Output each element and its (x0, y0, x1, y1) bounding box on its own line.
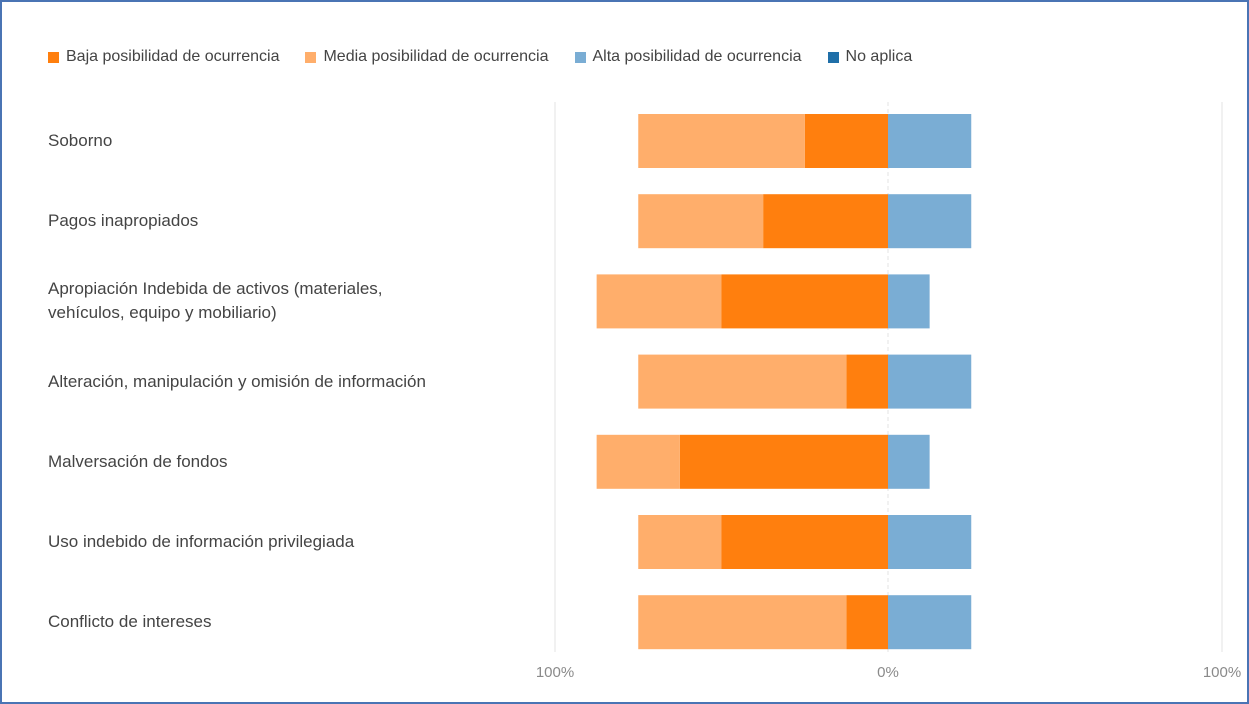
legend-item-baja[interactable]: Baja posibilidad de ocurrencia (48, 48, 279, 66)
x-axis-ticks: 100% 0% 100% (536, 664, 1241, 681)
bar-segment-baja-row-7[interactable] (846, 595, 889, 650)
category-label-pagos-inapropiados: Pagos inapropiados (48, 211, 199, 231)
bar-segment-media-row-3[interactable] (596, 274, 722, 329)
bar-segment-media-row-1[interactable] (638, 114, 805, 168)
bar-segment-media-row-6[interactable] (638, 515, 722, 569)
bar-segment-alta-row-6[interactable] (888, 515, 972, 569)
legend-label-no-aplica: No aplica (845, 48, 913, 65)
bar-segment-alta-row-7[interactable] (888, 595, 972, 650)
legend-swatch-baja (48, 51, 59, 63)
bar-segment-alta-row-3[interactable] (888, 274, 930, 329)
legend-label-media: Media posibilidad de ocurrencia (323, 48, 549, 65)
legend-item-alta[interactable]: Alta posibilidad de ocurrencia (574, 48, 802, 66)
bar-segment-media-row-5[interactable] (596, 434, 680, 489)
category-label-alteracion-informacion: Alteración, manipulación y omisión de in… (48, 371, 426, 391)
legend-label-baja: Baja posibilidad de ocurrencia (66, 48, 280, 65)
x-tick-label-center: 0% (877, 664, 899, 681)
category-label-uso-indebido: Uso indebido de información privilegiada (48, 532, 355, 551)
legend-swatch-media (305, 51, 317, 63)
x-tick-label-left: 100% (536, 664, 574, 681)
bar-segment-media-row-7[interactable] (638, 595, 847, 650)
bar-segment-baja-row-6[interactable] (721, 515, 889, 569)
bar-segment-baja-row-4[interactable] (846, 354, 889, 409)
legend-swatch-no-aplica (827, 51, 839, 63)
bar-segment-baja-row-1[interactable] (804, 114, 888, 168)
bar-segment-media-row-2[interactable] (638, 194, 764, 249)
x-tick-label-right: 100% (1203, 664, 1241, 681)
legend-swatch-alta (574, 51, 586, 63)
bar-segment-alta-row-4[interactable] (888, 354, 972, 409)
legend: Baja posibilidad de ocurrencia Media pos… (48, 45, 938, 69)
bar-segment-alta-row-1[interactable] (888, 114, 972, 168)
bar-segment-alta-row-5[interactable] (888, 434, 930, 489)
legend-label-alta: Alta posibilidad de ocurrencia (592, 48, 802, 65)
bar-segment-media-row-4[interactable] (638, 354, 847, 409)
bar-segment-baja-row-2[interactable] (763, 194, 889, 249)
bar-segment-baja-row-5[interactable] (679, 434, 889, 489)
category-label-conflicto-intereses: Conflicto de intereses (48, 612, 212, 632)
legend-item-no-aplica[interactable]: No aplica (827, 48, 913, 66)
bar-segment-alta-row-2[interactable] (888, 194, 972, 249)
bar-segment-baja-row-3[interactable] (721, 274, 889, 329)
legend-item-media[interactable]: Media posibilidad de ocurrencia (305, 48, 549, 66)
bars (596, 114, 972, 650)
category-label-soborno: Soborno (48, 131, 113, 150)
category-label-apropiacion-indebida: Apropiación Indebida de activos (materia… (48, 279, 383, 323)
category-label-malversacion: Malversación de fondos (48, 451, 228, 471)
